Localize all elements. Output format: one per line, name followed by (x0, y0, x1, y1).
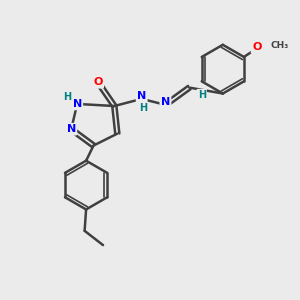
Text: N: N (73, 99, 82, 109)
Text: N: N (137, 91, 146, 101)
Text: O: O (252, 43, 261, 52)
Text: H: H (139, 103, 147, 113)
Text: N: N (161, 97, 170, 107)
Text: H: H (64, 92, 72, 102)
Text: N: N (67, 124, 76, 134)
Text: O: O (93, 77, 103, 87)
Text: CH₃: CH₃ (271, 41, 289, 50)
Text: H: H (198, 90, 206, 100)
